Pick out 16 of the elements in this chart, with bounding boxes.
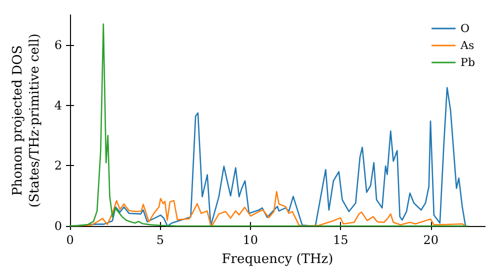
y-axis-title: Phonon projected DOS (States/THz·primitive cell) [10,33,42,208]
x-tick-label: 15 [333,233,348,247]
y-tick-label: 6 [54,38,62,52]
x-tick-label: 0 [66,233,74,247]
legend-label: As [460,39,474,52]
line-series [69,86,466,227]
y-tick-label: 0 [54,219,62,233]
x-tick-label: 5 [156,233,164,247]
y-tick-label: 2 [54,158,62,173]
x-tick-label: 20 [423,233,439,247]
line-series [69,190,466,227]
x-axis-title: Frequency (THz) [222,252,334,267]
legend-label: Pb [460,56,476,69]
y-tick-label: 4 [54,98,62,112]
x-tick-label: 10 [242,233,258,247]
legend-label: O [460,22,470,35]
